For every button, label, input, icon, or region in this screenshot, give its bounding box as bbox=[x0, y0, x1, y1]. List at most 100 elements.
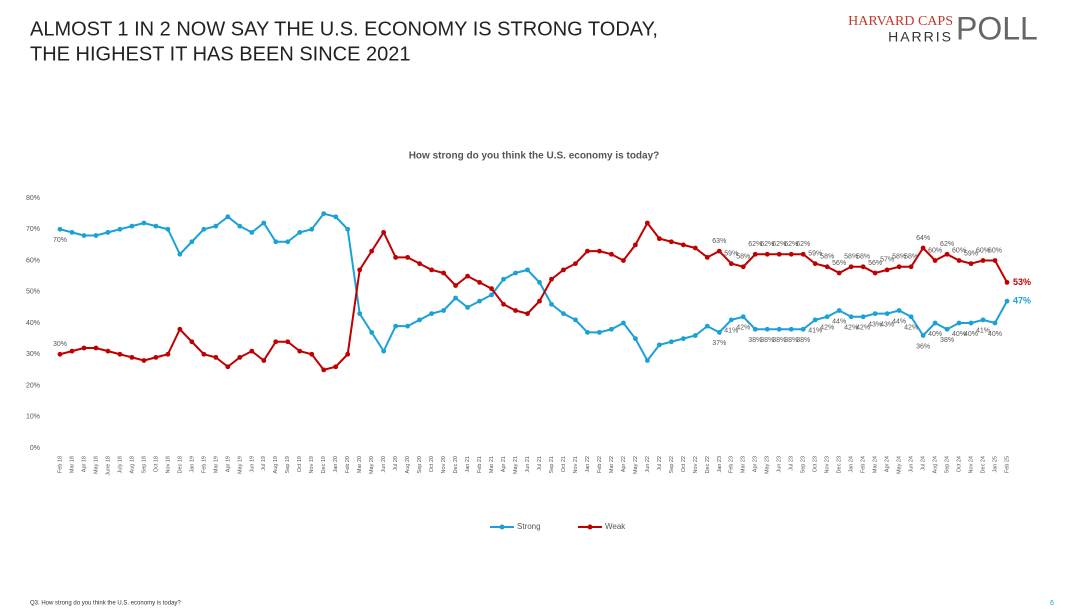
page-number: 6 bbox=[1050, 600, 1054, 607]
data-point bbox=[465, 304, 470, 310]
data-point bbox=[153, 223, 159, 229]
data-point bbox=[153, 354, 159, 360]
data-point bbox=[345, 226, 351, 232]
data-label: 56% bbox=[868, 260, 882, 267]
data-label: 62% bbox=[748, 241, 762, 248]
data-label: 59% bbox=[724, 250, 738, 257]
data-point bbox=[836, 308, 842, 313]
series-line bbox=[59, 221, 1008, 372]
y-tick-label: 70% bbox=[26, 226, 40, 233]
data-point bbox=[69, 229, 75, 235]
x-tick-label: May 18 bbox=[93, 456, 99, 474]
data-point bbox=[213, 354, 219, 360]
data-label: 41% bbox=[808, 328, 822, 335]
data-label: 38% bbox=[940, 337, 954, 344]
data-point bbox=[465, 273, 470, 279]
data-point bbox=[680, 242, 686, 248]
data-point bbox=[105, 348, 111, 354]
data-label: 43% bbox=[868, 321, 882, 328]
data-point bbox=[992, 258, 998, 263]
data-point bbox=[776, 326, 782, 332]
data-point bbox=[225, 364, 231, 370]
x-tick-label: May 19 bbox=[237, 456, 243, 474]
data-label: 40% bbox=[964, 331, 978, 338]
data-point bbox=[585, 248, 590, 254]
data-point bbox=[932, 258, 938, 263]
x-tick-label: Jan 20 bbox=[333, 456, 339, 473]
data-label: 38% bbox=[796, 337, 810, 344]
data-point bbox=[477, 298, 482, 304]
x-tick-label: Apr 18 bbox=[81, 456, 87, 472]
data-point bbox=[177, 326, 183, 332]
x-tick-label: Aug 20 bbox=[405, 456, 411, 473]
data-label: 38% bbox=[760, 337, 774, 344]
data-point bbox=[956, 320, 962, 326]
data-point bbox=[752, 326, 758, 332]
data-point bbox=[549, 301, 554, 307]
data-point bbox=[764, 251, 770, 257]
x-tick-label: Feb 25 bbox=[1004, 456, 1010, 473]
data-point bbox=[477, 279, 482, 285]
x-tick-label: May 21 bbox=[513, 456, 519, 474]
x-tick-label: Jul 21 bbox=[537, 456, 543, 471]
data-point bbox=[752, 251, 758, 257]
data-point bbox=[117, 226, 123, 232]
x-tick-label: Dec 19 bbox=[321, 456, 327, 473]
x-tick-label: Mar 20 bbox=[357, 456, 363, 473]
x-tick-label: Apr 19 bbox=[225, 456, 231, 472]
data-point bbox=[249, 348, 255, 354]
x-tick-label: Feb 21 bbox=[477, 456, 483, 473]
data-point bbox=[81, 233, 87, 238]
legend-marker bbox=[587, 524, 593, 530]
x-tick-label: May 22 bbox=[633, 456, 639, 474]
data-point bbox=[381, 229, 387, 235]
x-tick-label: Sep 22 bbox=[669, 456, 675, 473]
data-label: 38% bbox=[748, 337, 762, 344]
data-point bbox=[597, 329, 602, 335]
chart-title: How strong do you think the U.S. economy… bbox=[409, 151, 660, 162]
data-point bbox=[189, 239, 195, 245]
data-point bbox=[908, 314, 914, 320]
data-point bbox=[165, 226, 171, 232]
x-tick-label: Jul 20 bbox=[393, 456, 399, 471]
data-point bbox=[908, 264, 914, 270]
data-point bbox=[501, 276, 506, 282]
data-point bbox=[692, 245, 698, 251]
data-point bbox=[201, 226, 207, 232]
slide-title: ALMOST 1 IN 2 NOW SAY THE U.S. ECONOMY I… bbox=[30, 18, 658, 40]
data-point bbox=[117, 351, 123, 357]
data-label: 58% bbox=[820, 254, 834, 261]
data-point bbox=[728, 317, 734, 323]
data-label: 59% bbox=[808, 250, 822, 257]
x-tick-label: Aug 19 bbox=[273, 456, 279, 473]
data-point bbox=[704, 323, 710, 329]
data-point bbox=[621, 320, 626, 326]
x-tick-label: Jan 25 bbox=[992, 456, 998, 473]
data-label: 42% bbox=[904, 325, 918, 332]
x-tick-label: Oct 19 bbox=[297, 456, 303, 472]
data-point bbox=[285, 239, 291, 245]
x-tick-label: Jul 19 bbox=[261, 456, 267, 471]
x-tick-label: Feb 19 bbox=[201, 456, 207, 473]
data-point bbox=[57, 226, 63, 232]
x-tick-label: Nov 19 bbox=[309, 456, 315, 473]
data-point bbox=[393, 323, 399, 329]
data-point bbox=[225, 214, 231, 220]
data-point bbox=[561, 267, 566, 273]
data-point bbox=[740, 264, 746, 270]
data-point bbox=[728, 261, 734, 267]
x-tick-label: Nov 22 bbox=[693, 456, 699, 473]
x-tick-label: Jun 19 bbox=[249, 456, 255, 473]
data-point bbox=[944, 251, 950, 257]
data-point bbox=[872, 270, 878, 276]
y-tick-label: 30% bbox=[26, 351, 40, 358]
data-point bbox=[165, 351, 171, 357]
data-point bbox=[812, 261, 818, 267]
data-label: 40% bbox=[988, 331, 1002, 338]
data-point bbox=[369, 329, 375, 335]
x-tick-label: Jan 24 bbox=[849, 456, 855, 473]
x-tick-label: Mar 24 bbox=[873, 456, 879, 473]
data-point bbox=[597, 248, 602, 254]
legend-marker bbox=[499, 524, 505, 530]
y-tick-label: 0% bbox=[30, 445, 40, 452]
